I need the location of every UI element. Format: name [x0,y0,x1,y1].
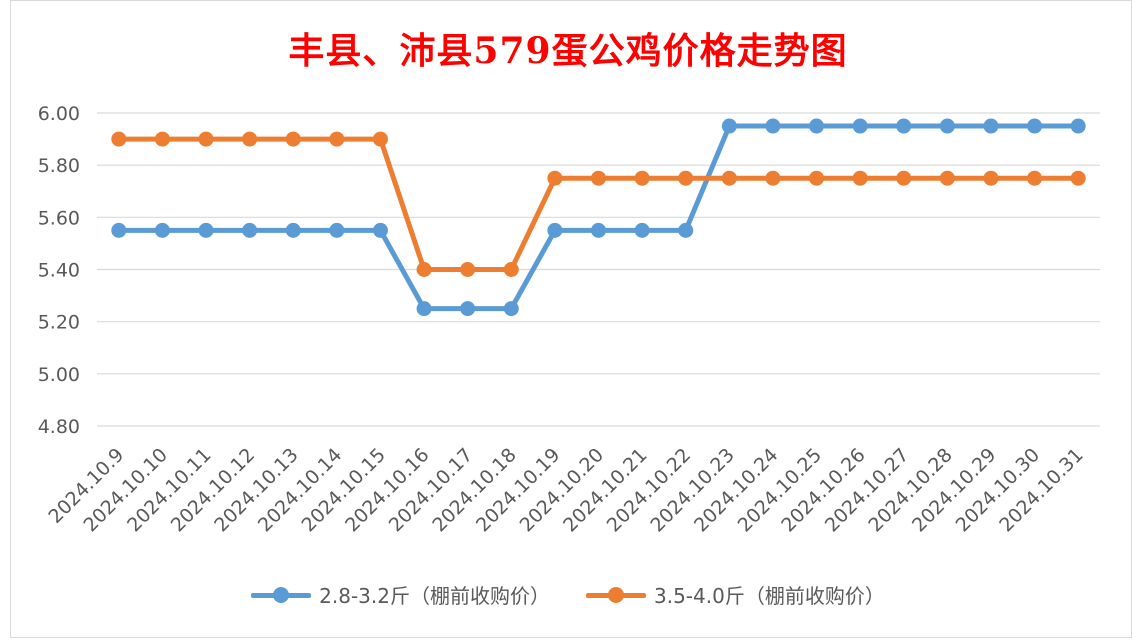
y-tick-label: 6.00 [38,103,80,125]
data-point [678,222,694,238]
data-point [154,131,170,147]
data-point [242,222,258,238]
y-tick-label: 5.60 [38,207,80,229]
data-point [1070,118,1086,134]
data-point [460,301,476,317]
gridlines [97,112,1100,427]
y-tick-label: 5.80 [38,155,80,177]
data-point [721,170,737,186]
data-point [285,222,301,238]
legend-swatch-series-2 [586,583,646,607]
data-point [1027,170,1043,186]
legend-label-series-1: 2.8-3.2斤（棚前收购价） [319,584,550,608]
series-2 [111,131,1086,277]
data-point [983,118,999,134]
data-point [154,222,170,238]
series-1 [111,118,1086,317]
series-line [116,136,1081,272]
data-point [809,118,825,134]
data-point [852,118,868,134]
data-point [372,222,388,238]
data-point [1027,118,1043,134]
chart-title: 丰县、沛县579蛋公鸡价格走势图 [288,30,848,72]
data-point [1070,170,1086,186]
y-tick-label: 4.80 [38,416,80,438]
y-tick-label: 5.40 [38,260,80,282]
y-axis-ticks: 6.00 5.80 5.60 5.40 5.20 5.00 4.80 [38,103,80,438]
data-point [765,118,781,134]
legend: 2.8-3.2斤（棚前收购价） 3.5-4.0斤（棚前收购价） [0,580,1136,609]
legend-label-series-2: 3.5-4.0斤（棚前收购价） [654,584,885,608]
data-point [634,170,650,186]
data-point [198,131,214,147]
data-point [547,222,563,238]
data-point [591,170,606,186]
data-point [285,131,301,147]
data-point [765,170,781,186]
data-point [329,131,345,147]
data-point [416,262,432,277]
y-tick-label: 5.00 [38,364,80,386]
data-point [721,118,737,134]
data-point [372,131,388,147]
x-axis-ticks: 2024.10.92024.10.102024.10.112024.10.122… [44,444,1087,536]
chart-frame [10,0,1132,638]
data-point [809,170,825,186]
data-point [547,170,563,186]
data-point [939,118,955,134]
data-point [678,170,694,186]
legend-swatch-series-1 [251,583,312,607]
legend-item-series-2: 3.5-4.0斤（棚前收购价） [586,580,885,609]
data-point [591,222,606,238]
data-point [896,118,912,134]
data-point [503,262,519,277]
data-point [896,170,912,186]
data-point [939,170,955,186]
data-point [198,222,214,238]
data-point [634,222,650,238]
data-point [111,131,127,147]
data-point [460,262,476,277]
data-point [111,222,127,238]
data-point [983,170,999,186]
series-group [111,118,1086,317]
data-point [329,222,345,238]
data-point [242,131,258,147]
data-point [852,170,868,186]
y-tick-label: 5.20 [38,312,80,334]
data-point [416,301,432,317]
legend-item-series-1: 2.8-3.2斤（棚前收购价） [251,580,550,609]
data-point [503,301,519,317]
